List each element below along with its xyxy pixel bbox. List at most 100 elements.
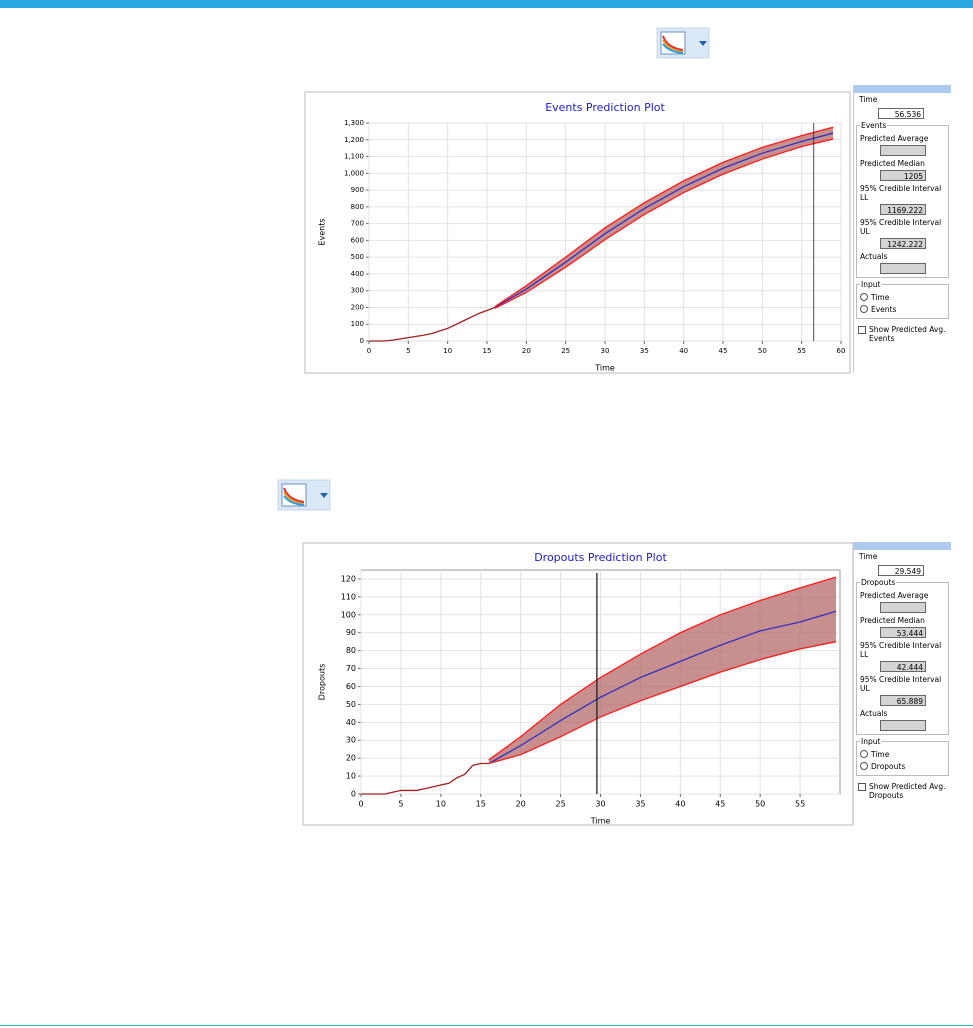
input-label: Input — [861, 737, 881, 746]
input-group: Input Time Dropouts — [856, 737, 949, 776]
x-axis-label: Time — [590, 817, 611, 826]
bottom-line — [0, 1025, 973, 1026]
radio-option[interactable]: Time — [860, 750, 945, 759]
group-label: Dropouts — [861, 578, 896, 587]
y-tick-label: 70 — [346, 664, 356, 673]
y-tick-label: 200 — [351, 303, 364, 311]
field-value: 1169.222 — [880, 204, 926, 215]
checkbox-label: Show Predicted Avg. Dropouts — [869, 782, 946, 800]
series-line — [494, 132, 834, 309]
series-line — [494, 126, 834, 308]
y-tick-label: 1,100 — [344, 153, 364, 161]
radio-button[interactable] — [860, 293, 868, 301]
y-tick-label: 30 — [346, 736, 356, 745]
radio-label: Time — [871, 293, 890, 302]
credible-band — [488, 577, 837, 764]
read-off-group: Dropouts Predicted Average Predicted Media… — [856, 578, 949, 735]
x-tick-label: 10 — [436, 800, 446, 809]
x-tick-label: 0 — [358, 800, 363, 809]
x-tick-label: 25 — [555, 800, 565, 809]
y-axis-label: Events — [318, 218, 327, 245]
radio-label: Time — [871, 750, 890, 759]
checkbox[interactable] — [858, 783, 866, 791]
x-tick-label: 60 — [837, 347, 846, 355]
x-tick-label: 35 — [640, 347, 649, 355]
y-tick-label: 700 — [351, 220, 364, 228]
field-label: Predicted Median — [860, 616, 925, 625]
x-tick-label: 10 — [443, 347, 452, 355]
radio-button[interactable] — [860, 750, 868, 758]
top-bar — [0, 0, 973, 8]
y-tick-label: 0 — [360, 337, 364, 345]
checkbox[interactable] — [858, 326, 866, 334]
chart-title: Events Prediction Plot — [545, 101, 665, 114]
y-tick-label: 60 — [346, 682, 356, 691]
checkbox-row[interactable]: Show Predicted Avg. Events — [854, 325, 951, 343]
field-value — [880, 263, 926, 274]
x-tick-label: 50 — [755, 800, 765, 809]
field-label: 95% Credible Interval UL — [860, 218, 942, 236]
field-value — [880, 145, 926, 156]
x-tick-label: 20 — [516, 800, 526, 809]
chart-type-button[interactable] — [277, 479, 331, 511]
checkbox-label: Show Predicted Avg. Events — [869, 325, 946, 343]
y-tick-label: 10 — [346, 772, 356, 781]
radio-option[interactable]: Dropouts — [860, 762, 945, 771]
field-value: 53.444 — [880, 627, 926, 638]
read-off-group: Events Predicted Average Predicted Median 1… — [856, 121, 949, 278]
group-label: Events — [861, 121, 887, 130]
x-tick-label: 55 — [795, 800, 805, 809]
field-label: Actuals — [860, 252, 888, 261]
radio-option[interactable]: Time — [860, 293, 945, 302]
field-label: Actuals — [860, 709, 888, 718]
radio-label: Events — [871, 305, 897, 314]
time-input[interactable]: 29.549 — [878, 565, 924, 576]
field-value: 42.444 — [880, 661, 926, 672]
x-tick-label: 45 — [715, 800, 725, 809]
y-tick-label: 300 — [351, 287, 364, 295]
checkbox-row[interactable]: Show Predicted Avg. Dropouts — [854, 782, 951, 800]
panel-header — [854, 85, 951, 93]
series-line — [494, 138, 834, 309]
field-value — [880, 720, 926, 731]
y-tick-label: 120 — [341, 574, 356, 583]
y-tick-label: 110 — [341, 592, 356, 601]
time-input[interactable]: 56.536 — [878, 108, 924, 119]
series-line — [361, 762, 489, 795]
x-tick-label: 35 — [635, 800, 645, 809]
y-tick-label: 100 — [341, 610, 356, 619]
chart-type-button[interactable] — [656, 27, 710, 59]
series-line — [488, 610, 837, 765]
chart-title: Dropouts Prediction Plot — [534, 551, 667, 564]
field-value: 1242.222 — [880, 238, 926, 249]
field-label: Predicted Median — [860, 159, 925, 168]
x-tick-label: 55 — [797, 347, 806, 355]
x-tick-label: 5 — [398, 800, 403, 809]
field-value — [880, 602, 926, 613]
input-group: Input Time Events — [856, 280, 949, 319]
radio-button[interactable] — [860, 305, 868, 313]
panel-header — [854, 542, 951, 550]
field-value: 1205 — [880, 170, 926, 181]
y-tick-label: 100 — [351, 320, 364, 328]
y-tick-label: 20 — [346, 754, 356, 763]
read-off-panel: Time 29.549 Dropouts Predicted Average Predi… — [853, 542, 951, 825]
y-tick-label: 1,300 — [344, 119, 364, 127]
series-line — [488, 576, 837, 761]
x-tick-label: 45 — [719, 347, 728, 355]
time-label: Time — [859, 552, 878, 561]
radio-button[interactable] — [860, 762, 868, 770]
x-axis-label: Time — [594, 364, 615, 373]
x-tick-label: 40 — [675, 800, 685, 809]
y-tick-label: 900 — [351, 186, 364, 194]
x-tick-label: 30 — [595, 800, 605, 809]
y-tick-label: 1,000 — [344, 169, 364, 177]
y-tick-label: 400 — [351, 270, 364, 278]
y-tick-label: 0 — [351, 790, 356, 799]
radio-label: Dropouts — [871, 762, 906, 771]
radio-option[interactable]: Events — [860, 305, 945, 314]
read-off-panel: Time 56.536 Events Predicted Average Predict… — [853, 85, 951, 373]
x-tick-label: 15 — [483, 347, 492, 355]
field-value: 65.889 — [880, 695, 926, 706]
